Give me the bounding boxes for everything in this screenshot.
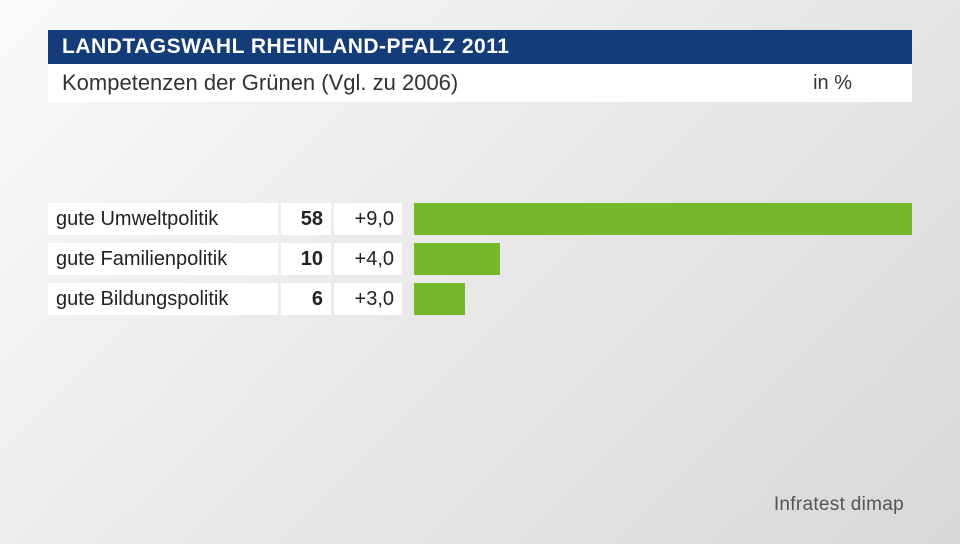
subtitle-text: Kompetenzen der Grünen (Vgl. zu 2006) xyxy=(62,70,458,96)
subtitle-bar: Kompetenzen der Grünen (Vgl. zu 2006) in… xyxy=(48,64,912,102)
row-change: +4,0 xyxy=(334,243,402,275)
chart-row: gute Bildungspolitik 6 +3,0 xyxy=(48,280,912,318)
bar-container xyxy=(414,203,912,235)
unit-label: in % xyxy=(813,72,852,95)
row-label: gute Familienpolitik xyxy=(48,243,278,275)
bar-container xyxy=(414,283,912,315)
chart-row: gute Familienpolitik 10 +4,0 xyxy=(48,240,912,278)
row-label: gute Umweltpolitik xyxy=(48,203,278,235)
row-label: gute Bildungspolitik xyxy=(48,283,278,315)
row-change: +9,0 xyxy=(334,203,402,235)
bar xyxy=(414,243,500,275)
header-bar: LANDTAGSWAHL RHEINLAND-PFALZ 2011 xyxy=(48,30,912,64)
row-value: 10 xyxy=(281,243,331,275)
bar-container xyxy=(414,243,912,275)
row-value: 6 xyxy=(281,283,331,315)
bar xyxy=(414,203,912,235)
chart-area: gute Umweltpolitik 58 +9,0 gute Familien… xyxy=(48,200,912,320)
row-change: +3,0 xyxy=(334,283,402,315)
row-value: 58 xyxy=(281,203,331,235)
source-label: Infratest dimap xyxy=(774,494,904,516)
bar xyxy=(414,283,465,315)
header-title: LANDTAGSWAHL RHEINLAND-PFALZ 2011 xyxy=(62,35,509,59)
chart-row: gute Umweltpolitik 58 +9,0 xyxy=(48,200,912,238)
